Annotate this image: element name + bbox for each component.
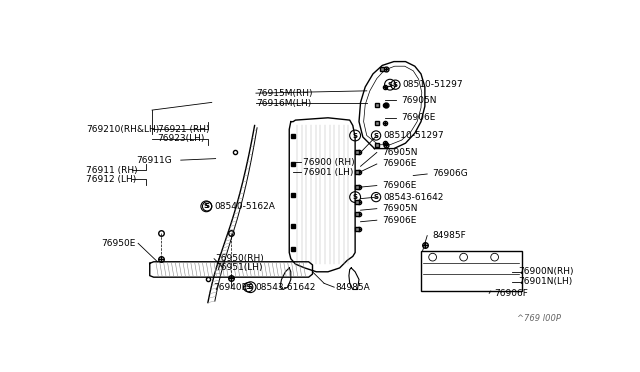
Text: 76901N(LH): 76901N(LH) bbox=[518, 277, 572, 286]
Text: S: S bbox=[393, 82, 398, 88]
Text: 08543-61642: 08543-61642 bbox=[383, 193, 444, 202]
Text: S: S bbox=[246, 284, 251, 290]
Text: 76905N: 76905N bbox=[382, 148, 418, 157]
Text: 76911G: 76911G bbox=[136, 155, 172, 165]
Text: 84985A: 84985A bbox=[336, 283, 371, 292]
Text: 08510-51297: 08510-51297 bbox=[403, 80, 463, 89]
Text: 76906E: 76906E bbox=[382, 181, 417, 190]
Text: 76940E: 76940E bbox=[213, 283, 248, 292]
Text: S: S bbox=[205, 203, 210, 209]
Text: S: S bbox=[374, 132, 378, 138]
Text: 76923(LH): 76923(LH) bbox=[157, 134, 205, 143]
Text: 76905N: 76905N bbox=[402, 96, 437, 105]
Text: S: S bbox=[353, 132, 358, 138]
Text: S: S bbox=[248, 284, 253, 290]
Text: 76900 (RH): 76900 (RH) bbox=[303, 158, 355, 167]
Text: 76950(RH): 76950(RH) bbox=[216, 254, 264, 263]
Text: 769210(RH&LH): 769210(RH&LH) bbox=[86, 125, 159, 134]
Text: S: S bbox=[204, 203, 209, 209]
Text: 76906E: 76906E bbox=[402, 113, 436, 122]
Text: S: S bbox=[353, 194, 358, 200]
Text: 08543-61642: 08543-61642 bbox=[255, 283, 316, 292]
Text: ^769 l00P: ^769 l00P bbox=[516, 314, 561, 323]
Text: 84985F: 84985F bbox=[433, 231, 467, 240]
Text: 76905N: 76905N bbox=[382, 204, 418, 213]
Text: 76951(LH): 76951(LH) bbox=[216, 263, 263, 272]
Text: 76915M(RH): 76915M(RH) bbox=[257, 89, 313, 97]
Text: 76912 (LH): 76912 (LH) bbox=[86, 175, 136, 184]
Text: 76950E: 76950E bbox=[102, 239, 136, 248]
Text: S: S bbox=[387, 82, 392, 88]
Text: 76906E: 76906E bbox=[382, 216, 417, 225]
Text: 76906G: 76906G bbox=[433, 170, 468, 179]
Text: S: S bbox=[374, 194, 378, 200]
Text: 76906E: 76906E bbox=[382, 160, 417, 169]
Text: 76900N(RH): 76900N(RH) bbox=[518, 267, 573, 276]
Text: 76906F: 76906F bbox=[495, 289, 529, 298]
Text: 08540-5162A: 08540-5162A bbox=[214, 202, 275, 211]
Text: 76911 (RH): 76911 (RH) bbox=[86, 166, 138, 174]
Text: 08510-51297: 08510-51297 bbox=[383, 131, 444, 140]
Text: 76921 (RH): 76921 (RH) bbox=[157, 125, 209, 134]
Text: 76916M(LH): 76916M(LH) bbox=[257, 99, 312, 108]
Text: 76901 (LH): 76901 (LH) bbox=[303, 168, 353, 177]
